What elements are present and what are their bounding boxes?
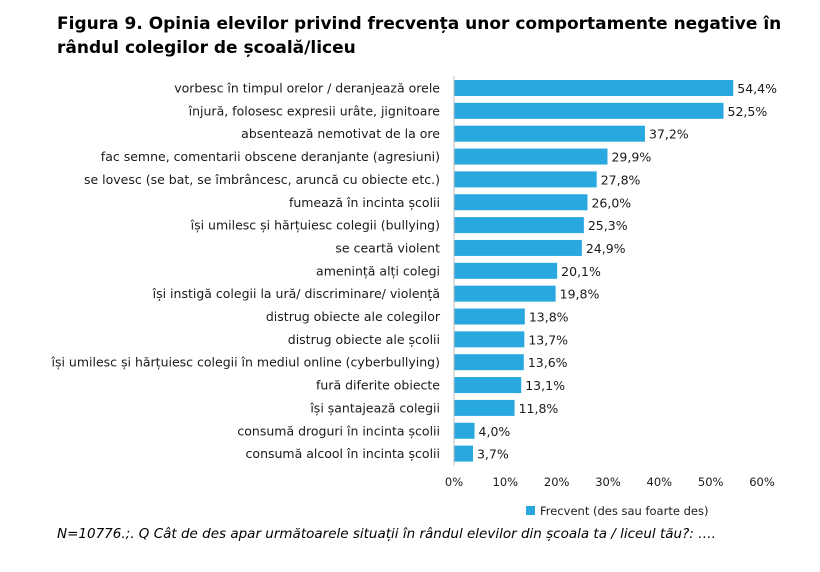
x-axis: 0% 10% 20% 30% 40% 50% 60% <box>445 76 775 489</box>
value-label: 13,8% <box>529 310 569 325</box>
bar <box>454 171 597 188</box>
value-label: 25,3% <box>588 218 628 233</box>
bar <box>454 445 473 462</box>
category-label: consumă alcool în incinta școlii <box>246 446 440 461</box>
bar <box>454 331 525 348</box>
value-label: 4,0% <box>479 424 511 439</box>
figure-note: N=10776.;. Q Cât de des apar următoarele… <box>57 526 716 542</box>
category-label: își instigă colegii la ură/ discriminare… <box>152 286 440 301</box>
value-label: 11,8% <box>519 401 559 416</box>
x-tick-label: 30% <box>595 475 621 489</box>
value-label: 27,8% <box>601 172 641 187</box>
value-labels: 54,4% 52,5% 37,2% 29,9% 27,8% 26,0% 25,3% 24,9%… <box>477 81 777 462</box>
bar <box>454 217 584 234</box>
x-tick-label: 20% <box>544 475 570 489</box>
bar <box>454 354 524 371</box>
x-tick-label: 0% <box>445 475 463 489</box>
bar <box>454 102 724 119</box>
category-labels: vorbesc în timpul orelor / deranjează or… <box>50 81 440 462</box>
category-label: fură diferite obiecte <box>316 378 440 393</box>
value-label: 20,1% <box>561 264 601 279</box>
value-label: 29,9% <box>611 150 651 165</box>
category-label: se ceartă violent <box>335 240 440 255</box>
value-label: 19,8% <box>560 287 600 302</box>
category-label: vorbesc în timpul orelor / deranjează or… <box>174 81 440 96</box>
category-label: își umilesc și hărțuiesc colegii în medi… <box>50 355 440 370</box>
bar <box>454 262 558 279</box>
value-label: 37,2% <box>649 127 689 142</box>
bar <box>454 125 645 142</box>
x-tick-label: 40% <box>647 475 673 489</box>
bar <box>454 80 734 96</box>
value-label: 13,7% <box>528 332 568 347</box>
bar <box>454 239 582 256</box>
category-label: își șantajează colegii <box>309 400 440 415</box>
bar <box>454 422 475 439</box>
legend-label: Frecvent (des sau foarte des) <box>540 504 708 518</box>
category-label: se lovesc (se bat, se îmbrâncesc, aruncă… <box>84 172 440 187</box>
category-label: consumă droguri în incinta școlii <box>237 423 440 438</box>
category-label: absentează nemotivat de la ore <box>241 126 440 141</box>
bar <box>454 399 515 416</box>
value-label: 24,9% <box>586 241 626 256</box>
bar <box>454 194 588 211</box>
figure-title: Figura 9. Opinia elevilor privind frecve… <box>57 14 782 58</box>
category-label: distrug obiecte ale colegilor <box>266 309 441 324</box>
value-label: 26,0% <box>591 195 631 210</box>
bar <box>454 148 608 165</box>
value-label: 13,1% <box>525 378 565 393</box>
legend: Frecvent (des sau foarte des) <box>526 504 708 518</box>
legend-swatch <box>526 506 535 515</box>
value-label: 52,5% <box>728 104 768 119</box>
value-label: 54,4% <box>737 81 777 96</box>
bar <box>454 308 525 325</box>
x-tick-label: 10% <box>493 475 519 489</box>
category-label: înjură, folosesc expresii urâte, jignito… <box>188 103 441 118</box>
bar <box>454 285 556 302</box>
bar-group <box>454 80 734 462</box>
category-label: fac semne, comentarii obscene deranjante… <box>101 149 440 164</box>
category-label: distrug obiecte ale școlii <box>288 332 440 347</box>
value-label: 3,7% <box>477 447 509 462</box>
category-label: fumează în incinta școlii <box>289 195 440 210</box>
x-tick-label: 50% <box>698 475 724 489</box>
value-label: 13,6% <box>528 355 568 370</box>
x-tick-label: 60% <box>749 475 775 489</box>
bar <box>454 377 522 394</box>
category-label: amenință alți colegi <box>316 263 440 278</box>
category-label: își umilesc și hărțuiesc colegii (bullyi… <box>190 218 440 233</box>
